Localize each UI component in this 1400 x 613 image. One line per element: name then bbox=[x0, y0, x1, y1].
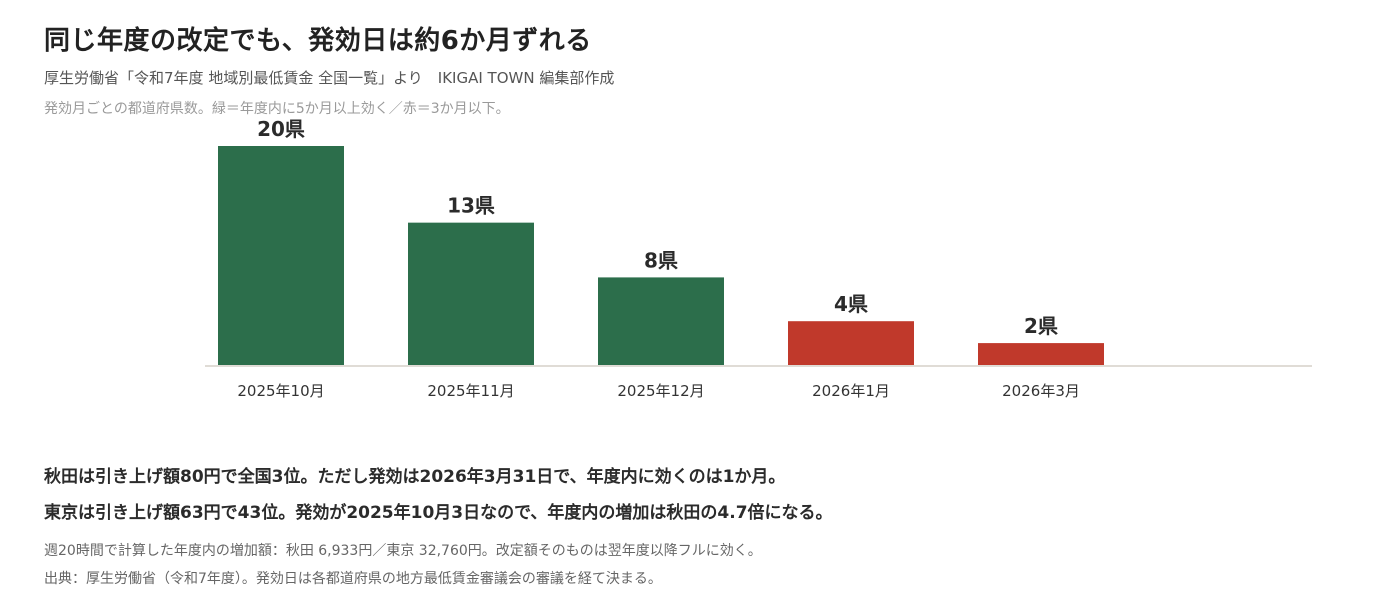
x-tick-label: 2025年11月 bbox=[427, 382, 514, 400]
chart-title: 同じ年度の改定でも、発効日は約6か月ずれる bbox=[44, 26, 592, 56]
bar-chart: 20県 2025年10月 13県 2025年11月 8県 2025年12月 4県 2026年1… bbox=[205, 117, 1312, 400]
x-tick-label: 2026年3月 bbox=[1002, 382, 1080, 400]
x-tick-label: 2025年10月 bbox=[237, 382, 324, 400]
finding-akita: 秋田は引き上げ額80円で全国3位。ただし発効は2026年3月31日で、年度内に効… bbox=[44, 467, 786, 487]
bar-value-label: 2県 bbox=[1024, 314, 1058, 338]
bar-4 bbox=[788, 321, 914, 365]
chart-source: 厚生労働省「令和7年度 地域別最低賃金 全国一覧」より IKIGAI TOWN … bbox=[44, 69, 615, 87]
bar-value-label: 13県 bbox=[447, 194, 495, 218]
finding-tokyo: 東京は引き上げ額63円で43位。発効が2025年10月3日なので、年度内の増加は… bbox=[44, 503, 833, 523]
chart-note: 発効月ごとの都道府県数。緑＝年度内に5か月以上効く／赤＝3か月以下。 bbox=[44, 101, 510, 117]
footnote-source: 出典：厚生労働省（令和7年度）。発効日は各都道府県の地方最低賃金審議会の審議を経… bbox=[44, 571, 662, 587]
bar-value-label: 8県 bbox=[644, 248, 678, 272]
bar-5 bbox=[978, 343, 1104, 365]
x-tick-label: 2026年1月 bbox=[812, 382, 890, 400]
bar-1 bbox=[218, 146, 344, 365]
footnote-calculation: 週20時間で計算した年度内の増加額：秋田 6,933円／東京 32,760円。改… bbox=[44, 543, 762, 559]
x-tick-label: 2025年12月 bbox=[617, 382, 704, 400]
bar-value-label: 4県 bbox=[834, 292, 868, 316]
bar-2 bbox=[408, 222, 534, 365]
bar-3 bbox=[598, 277, 724, 365]
bar-value-label: 20県 bbox=[257, 117, 305, 141]
